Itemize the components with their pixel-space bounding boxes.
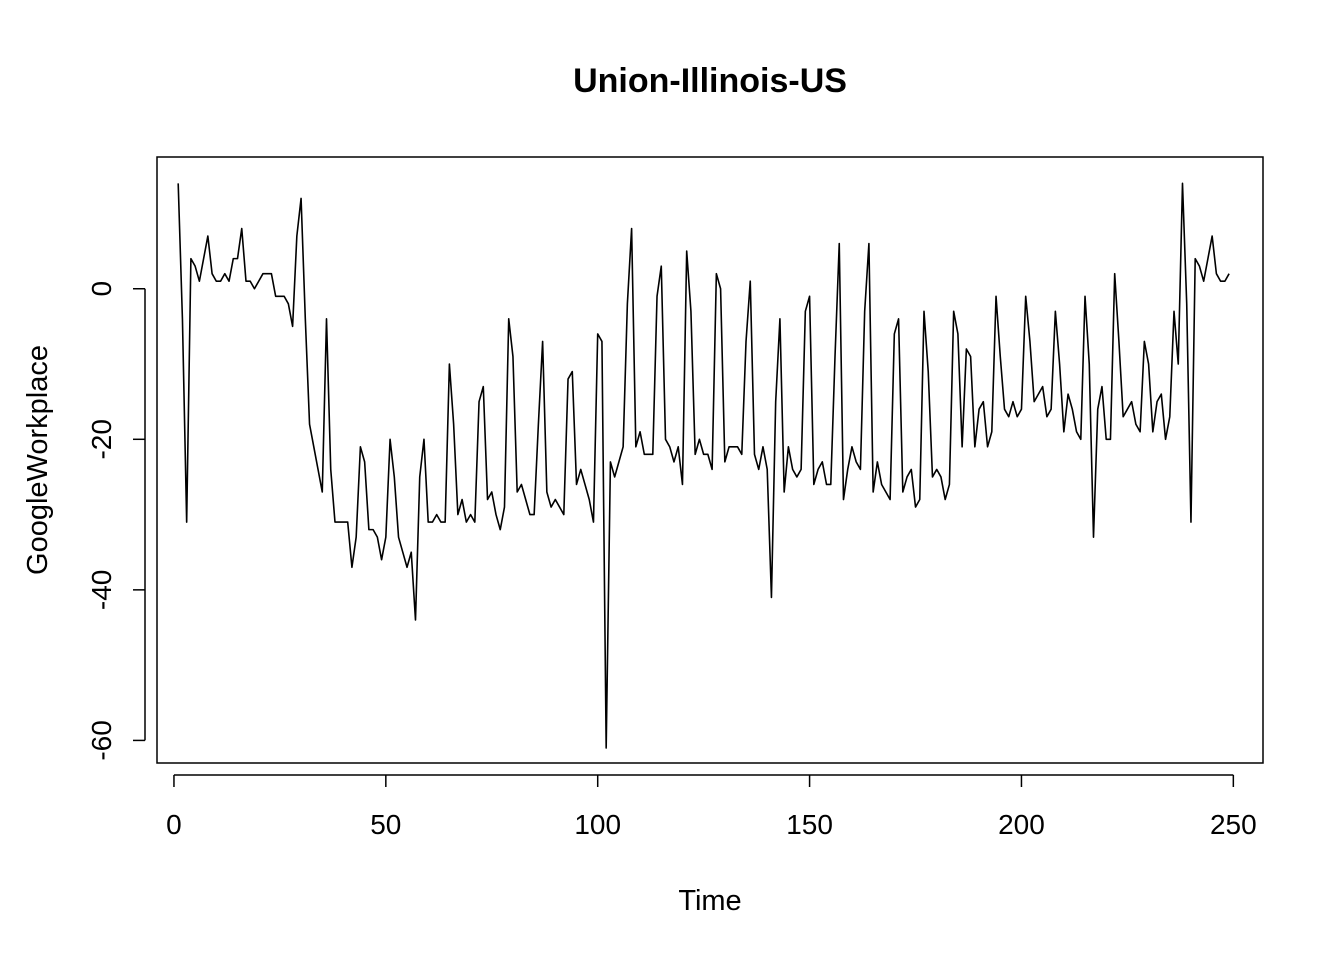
series-layer [177, 182, 1230, 749]
y-tick-label: 0 [86, 281, 117, 297]
x-axis-label: Time [678, 885, 741, 917]
x-tick-label: 200 [998, 809, 1045, 840]
x-tick-label: 250 [1210, 809, 1257, 840]
series-line [177, 182, 1230, 749]
chart-title: Union-Illinois-US [573, 62, 847, 100]
y-axis-label: GoogleWorkplace [22, 345, 54, 575]
x-axis: 0 50 100 150 200 250 [166, 774, 1257, 840]
y-tick-label: -40 [86, 570, 117, 610]
y-tick-label: -20 [86, 419, 117, 459]
x-tick-label: 50 [370, 809, 401, 840]
x-tick-label: 100 [574, 809, 621, 840]
x-tick-label: 0 [166, 809, 182, 840]
plot-frame [156, 156, 1264, 764]
x-tick-label: 150 [786, 809, 833, 840]
y-tick-label: -60 [86, 720, 117, 760]
y-axis: -60 -40 -20 0 [86, 281, 146, 761]
